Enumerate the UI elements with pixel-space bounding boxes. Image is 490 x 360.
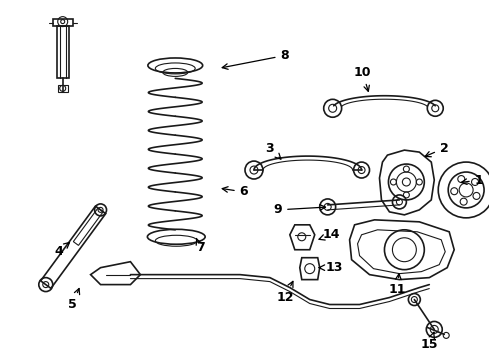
Text: 5: 5 [68, 288, 79, 311]
Text: 14: 14 [319, 228, 341, 241]
Text: 8: 8 [222, 49, 289, 69]
Text: 6: 6 [222, 185, 248, 198]
Text: 9: 9 [273, 203, 325, 216]
Text: 4: 4 [54, 243, 70, 258]
Text: 13: 13 [319, 261, 343, 274]
Text: 15: 15 [420, 332, 438, 351]
Text: 12: 12 [276, 282, 294, 304]
Text: 1: 1 [461, 174, 484, 186]
Text: 11: 11 [389, 274, 406, 296]
Text: 2: 2 [425, 141, 449, 157]
Text: 7: 7 [196, 238, 204, 254]
Text: 3: 3 [266, 141, 281, 159]
Text: 10: 10 [354, 66, 371, 91]
